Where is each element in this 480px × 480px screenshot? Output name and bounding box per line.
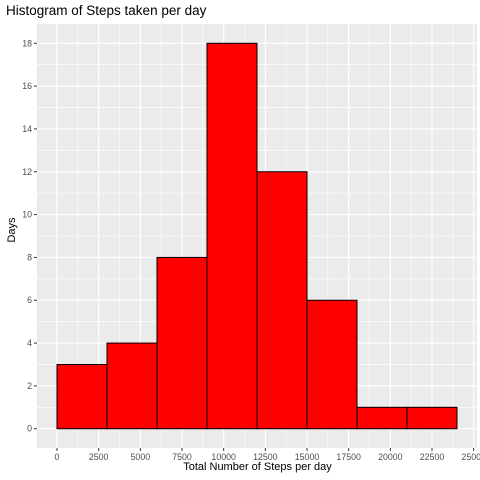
- histogram-bar: [206, 42, 258, 430]
- x-tick-label: 12500: [253, 452, 278, 462]
- x-tick-label: 0: [55, 452, 60, 462]
- x-tick-label: 17500: [336, 452, 361, 462]
- y-tick-label: 16: [22, 81, 32, 91]
- y-axis-title: Days: [6, 217, 18, 243]
- histogram-bar: [256, 171, 308, 430]
- histogram-bar: [156, 256, 208, 430]
- y-tick-label: 8: [27, 252, 32, 262]
- y-tick-label: 0: [27, 424, 32, 434]
- y-tick-label: 2: [27, 381, 32, 391]
- histogram-bar: [406, 406, 458, 430]
- x-tick-label: 20000: [378, 452, 403, 462]
- histogram-bar: [106, 342, 158, 430]
- x-tick-label: 7500: [172, 452, 192, 462]
- x-axis-title: Total Number of Steps per day: [183, 461, 332, 473]
- x-tick-label: 22500: [420, 452, 445, 462]
- x-tick-label: 15000: [295, 452, 320, 462]
- y-tick-label: 4: [27, 338, 32, 348]
- histogram-bar: [306, 299, 358, 430]
- histogram-bar: [356, 406, 408, 430]
- y-tick-label: 10: [22, 210, 32, 220]
- y-tick-label: 14: [22, 124, 32, 134]
- y-tick-label: 6: [27, 295, 32, 305]
- y-tick-label: 12: [22, 167, 32, 177]
- x-tick-label: 10000: [211, 452, 236, 462]
- histogram-bar: [56, 363, 108, 430]
- y-tick-label: 18: [22, 38, 32, 48]
- chart-title: Histogram of Steps taken per day: [6, 3, 207, 18]
- x-tick-label: 2500: [89, 452, 109, 462]
- x-tick-label: 5000: [131, 452, 151, 462]
